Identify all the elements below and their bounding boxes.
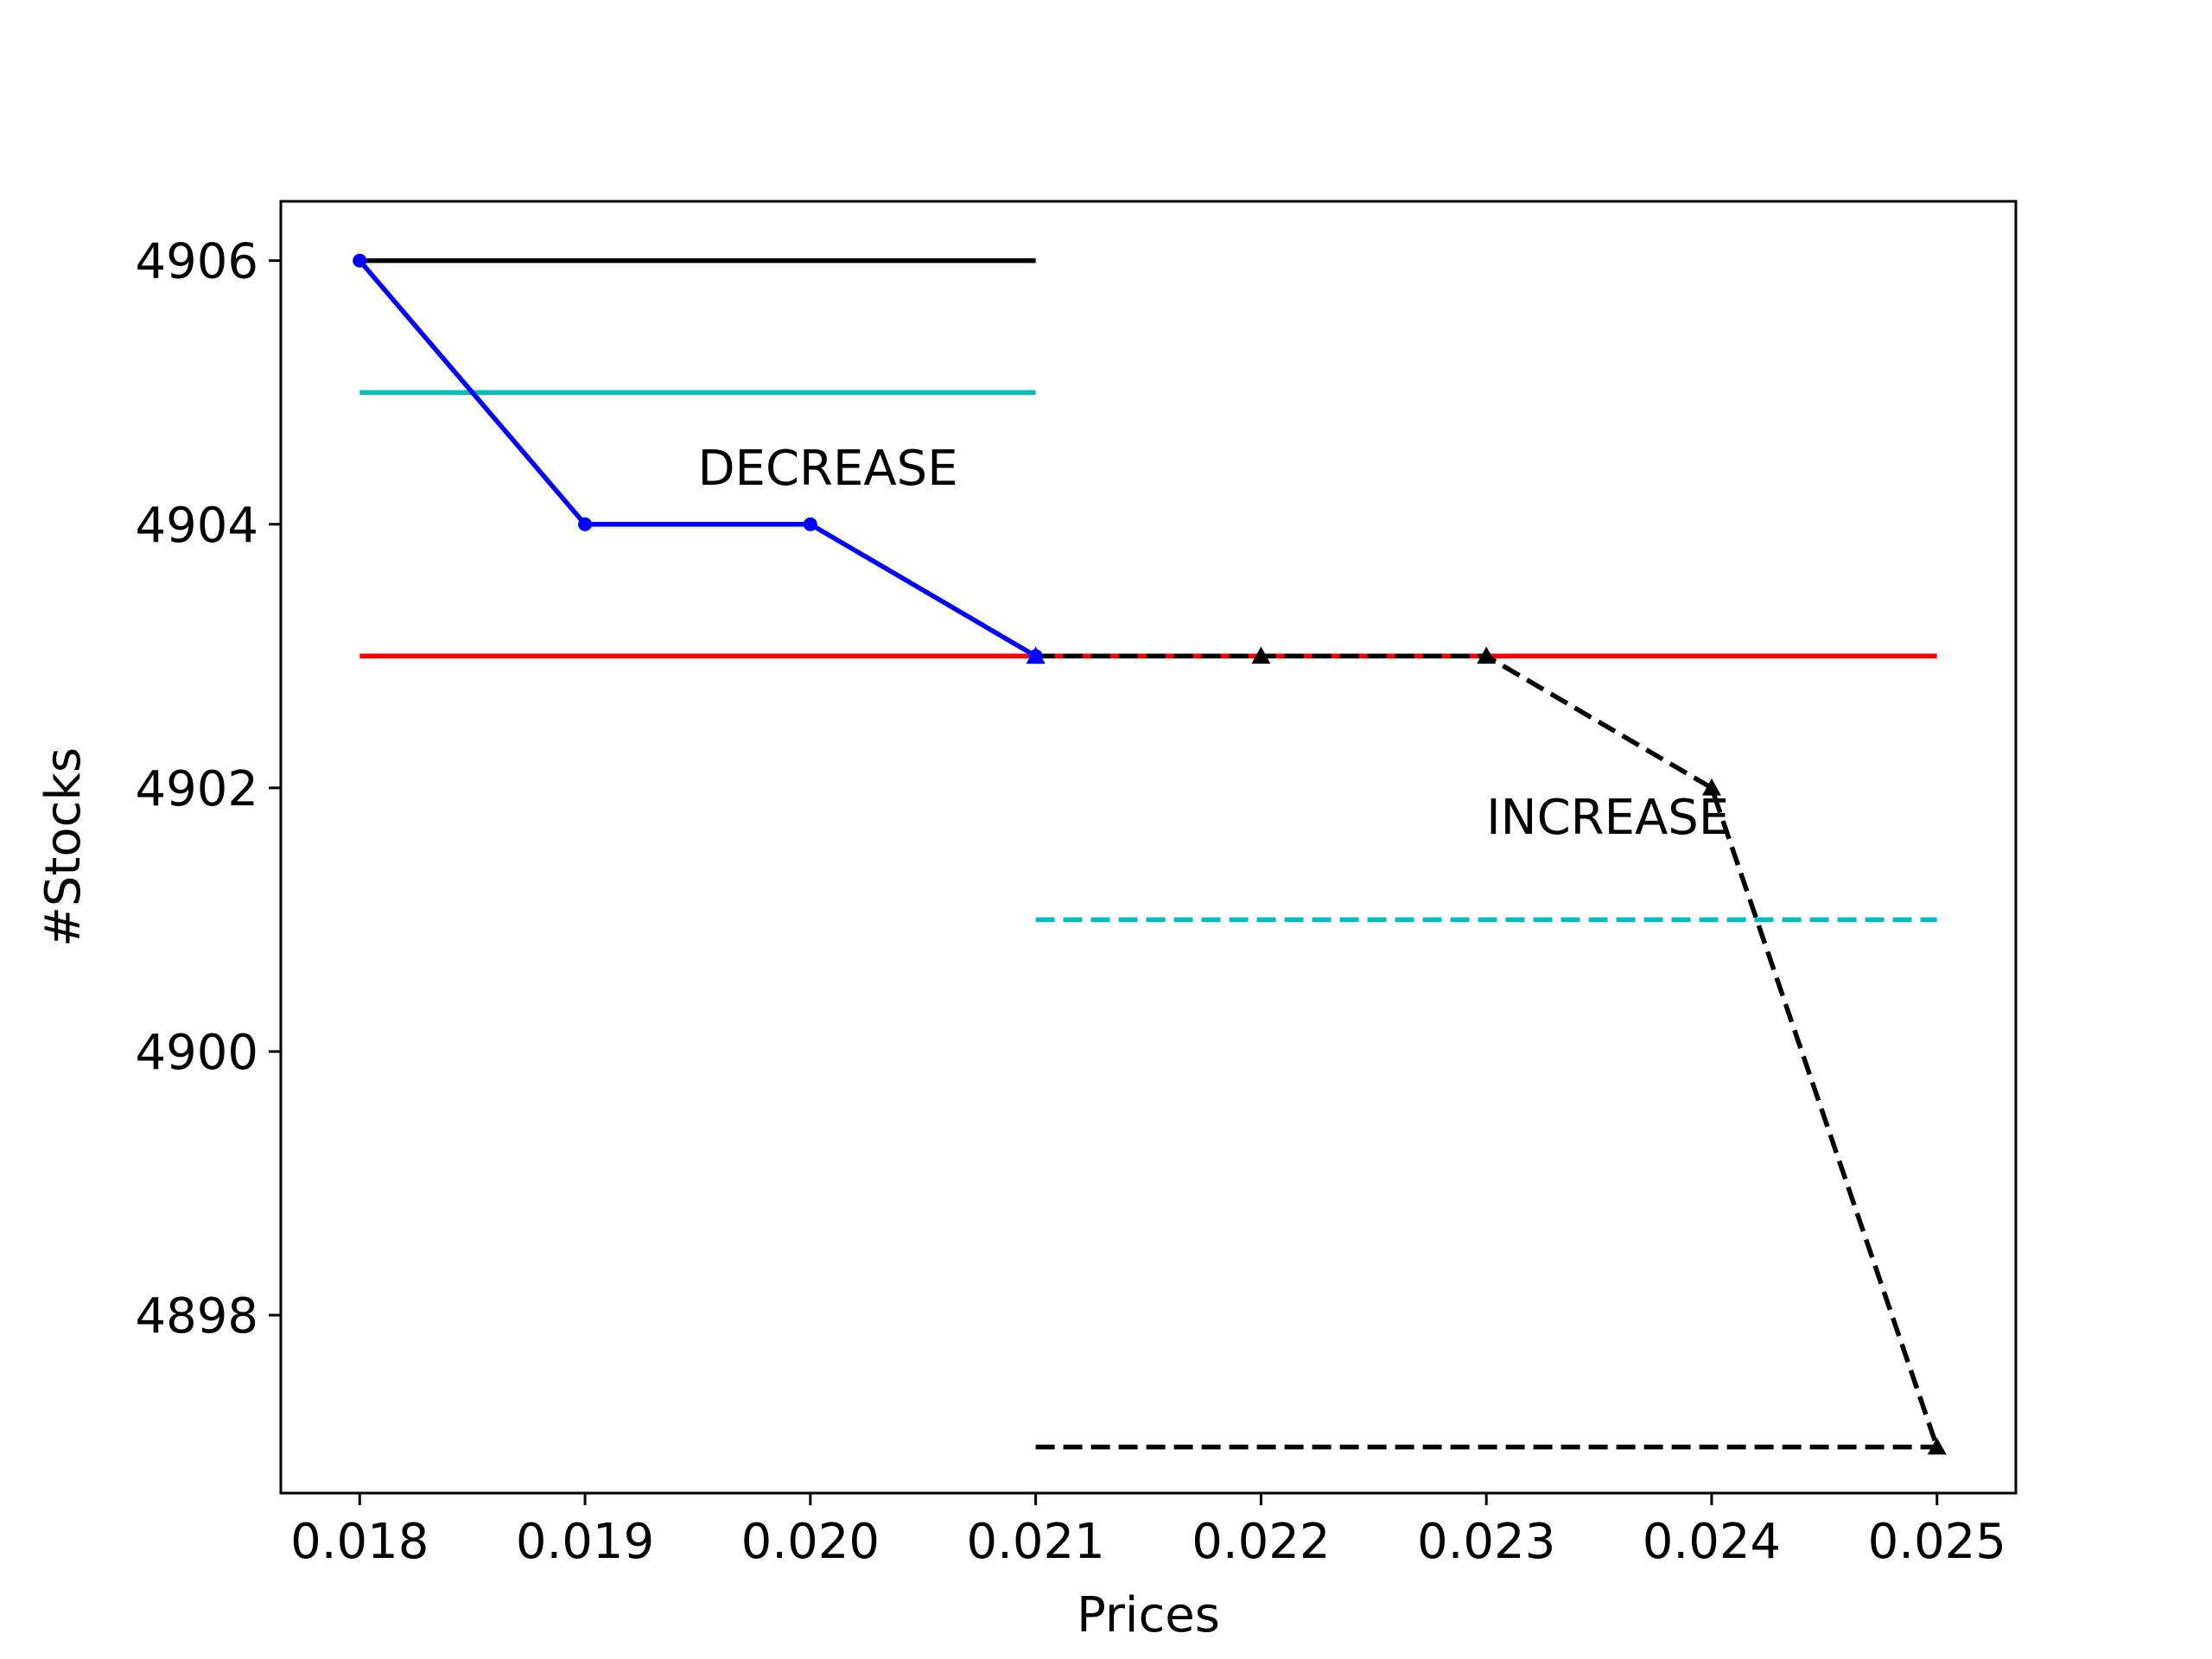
x-axis: 0.018 0.019 0.020 0.021 0.022 0.023 0.024 0.025	[290, 1493, 2006, 1570]
x-tick-label-8: 0.025	[1868, 1514, 2006, 1570]
series-7-point-4	[1701, 778, 1721, 796]
x-tick-label-1: 0.018	[290, 1514, 429, 1570]
y-axis: 4898 4900 4902 4904 4906	[135, 234, 281, 1344]
plot-frame	[279, 200, 2018, 1495]
y-tick-label-4: 4904	[135, 498, 258, 554]
y-axis-label: #Stocks	[35, 747, 92, 947]
series-4-point-1	[353, 253, 367, 268]
x-tick-label-7: 0.024	[1643, 1514, 1781, 1570]
x-tick-label-6: 0.023	[1417, 1514, 1555, 1570]
marker-layer	[353, 253, 1947, 1455]
x-axis-label: Prices	[1077, 1587, 1220, 1643]
extra-marker-1	[1026, 646, 1046, 664]
annotation-increase: INCREASE	[1486, 790, 1729, 846]
annotation-decrease: DECREASE	[697, 441, 957, 497]
series-7-point-3	[1477, 646, 1497, 664]
x-tick-label-4: 0.021	[966, 1514, 1104, 1570]
series-7-point-2	[1251, 646, 1271, 664]
x-tick-label-5: 0.022	[1192, 1514, 1330, 1570]
y-tick-label-3: 4902	[135, 761, 258, 817]
y-tick-label-1: 4898	[135, 1288, 258, 1344]
y-tick-label-2: 4900	[135, 1025, 258, 1081]
series-4-point-3	[803, 517, 817, 531]
series-line-4	[358, 258, 1037, 658]
y-tick-label-5: 4906	[135, 234, 258, 290]
series-7-point-5	[1927, 1437, 1947, 1455]
series-4-point-2	[578, 517, 593, 531]
annotation-layer: DECREASE INCREASE	[697, 441, 1729, 846]
x-tick-label-2: 0.019	[516, 1514, 654, 1570]
x-tick-label-3: 0.020	[741, 1514, 880, 1570]
